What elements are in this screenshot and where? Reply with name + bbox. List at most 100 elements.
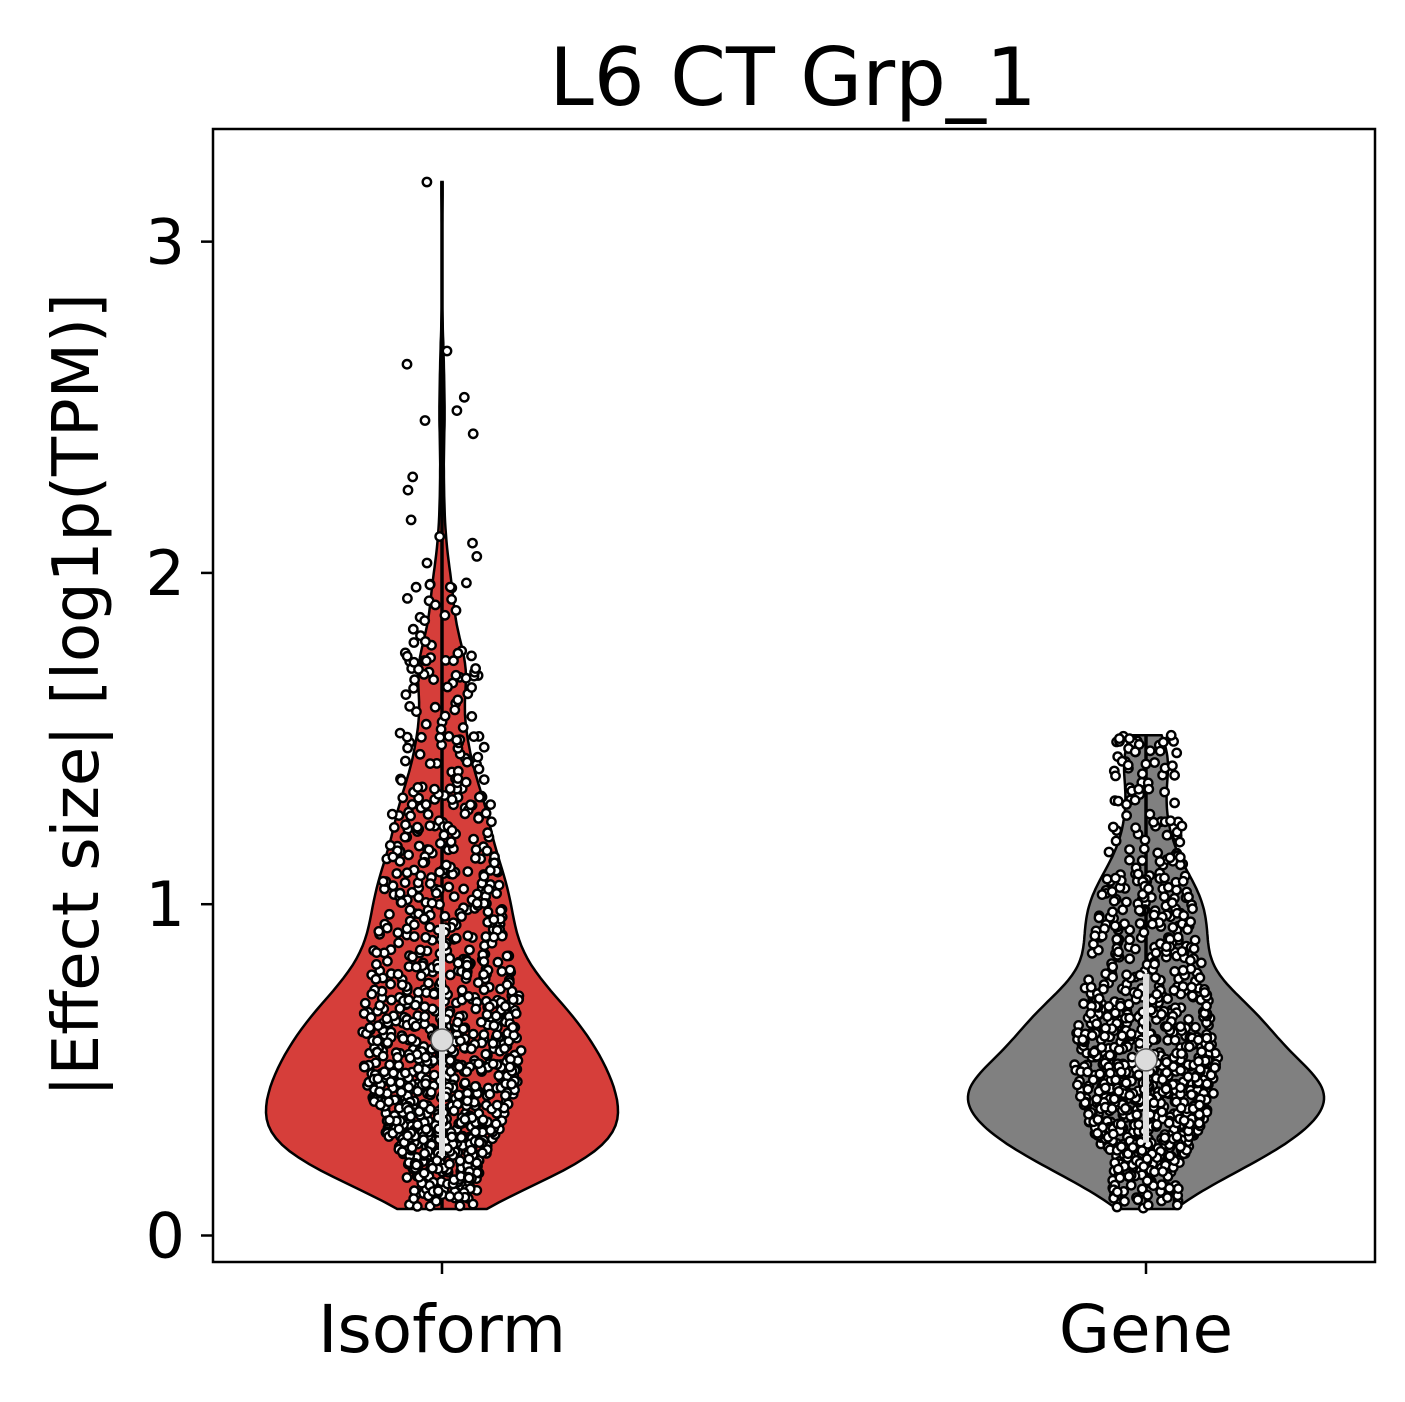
data-point bbox=[1195, 957, 1207, 969]
data-point bbox=[392, 927, 404, 939]
data-point bbox=[1075, 1091, 1086, 1102]
data-point bbox=[423, 977, 434, 989]
data-point bbox=[452, 1016, 463, 1028]
data-point bbox=[412, 986, 424, 998]
data-point bbox=[400, 819, 411, 831]
data-point bbox=[429, 783, 440, 795]
data-point bbox=[459, 808, 471, 820]
data-point bbox=[405, 810, 416, 822]
data-point bbox=[1132, 1194, 1144, 1206]
data-point bbox=[408, 931, 420, 942]
data-point bbox=[488, 914, 500, 925]
data-point bbox=[461, 959, 473, 971]
data-point bbox=[419, 1148, 430, 1159]
data-point bbox=[463, 991, 474, 1002]
data-point bbox=[1169, 1034, 1181, 1046]
data-point bbox=[424, 758, 436, 769]
data-point bbox=[1165, 729, 1177, 741]
data-point bbox=[387, 851, 399, 863]
data-point bbox=[440, 859, 452, 871]
data-point bbox=[491, 1099, 503, 1111]
data-point bbox=[410, 581, 422, 593]
data-point bbox=[485, 816, 497, 828]
data-point bbox=[478, 741, 490, 753]
data-point bbox=[444, 1191, 456, 1202]
data-point bbox=[407, 951, 418, 963]
data-point bbox=[1115, 1119, 1127, 1130]
data-point bbox=[402, 484, 414, 496]
data-point bbox=[1123, 998, 1135, 1010]
data-point bbox=[1165, 815, 1176, 827]
data-point bbox=[1172, 1183, 1184, 1195]
data-point bbox=[392, 1052, 403, 1063]
data-point bbox=[397, 1033, 409, 1045]
data-point bbox=[456, 911, 467, 922]
data-point bbox=[473, 763, 485, 775]
data-point bbox=[415, 970, 427, 982]
data-point bbox=[1120, 1077, 1132, 1089]
data-point bbox=[1174, 851, 1186, 863]
data-point bbox=[1111, 933, 1123, 945]
chart-title: L6 CT Grp_1 bbox=[549, 31, 1037, 124]
data-point bbox=[485, 799, 496, 810]
data-point bbox=[469, 1081, 481, 1092]
data-point bbox=[407, 623, 419, 635]
data-point bbox=[439, 710, 451, 722]
data-point bbox=[1171, 1199, 1183, 1211]
data-point bbox=[446, 594, 457, 605]
data-point bbox=[413, 840, 425, 852]
data-point bbox=[472, 977, 484, 988]
data-point bbox=[471, 897, 483, 909]
data-point bbox=[434, 531, 446, 542]
data-point bbox=[466, 650, 477, 662]
data-point bbox=[1193, 1117, 1205, 1129]
data-point bbox=[385, 1076, 397, 1088]
data-point bbox=[1124, 844, 1135, 855]
data-point bbox=[501, 979, 513, 991]
data-point bbox=[372, 1073, 384, 1085]
y-tick-label: 1 bbox=[146, 868, 185, 941]
data-point bbox=[391, 868, 403, 879]
data-point bbox=[1133, 904, 1145, 916]
data-point bbox=[480, 807, 492, 819]
data-point bbox=[462, 930, 474, 942]
data-point bbox=[473, 813, 484, 824]
data-point bbox=[444, 969, 456, 981]
data-point bbox=[1108, 895, 1120, 907]
data-point bbox=[1172, 931, 1184, 943]
data-point bbox=[421, 557, 433, 569]
data-point bbox=[370, 959, 382, 970]
data-point bbox=[1141, 1175, 1153, 1187]
data-point bbox=[408, 682, 419, 694]
data-point bbox=[470, 663, 481, 674]
data-point bbox=[1194, 972, 1206, 984]
data-point bbox=[1178, 1115, 1190, 1126]
data-point bbox=[446, 824, 458, 836]
data-point bbox=[383, 1096, 395, 1108]
data-point bbox=[1130, 943, 1141, 955]
data-point bbox=[1104, 1067, 1116, 1079]
data-point bbox=[1162, 1192, 1173, 1204]
data-point bbox=[1091, 1018, 1103, 1030]
data-point bbox=[420, 1078, 431, 1090]
data-point bbox=[485, 1125, 496, 1136]
data-point bbox=[1113, 1086, 1125, 1097]
data-point bbox=[1122, 759, 1134, 771]
x-tick-label: Isoform bbox=[318, 1291, 566, 1368]
data-point bbox=[1116, 1141, 1127, 1153]
data-point bbox=[1194, 1099, 1205, 1111]
data-point bbox=[1154, 745, 1166, 757]
data-point bbox=[496, 966, 508, 977]
data-point bbox=[467, 1028, 479, 1040]
data-point bbox=[448, 891, 460, 902]
data-point bbox=[366, 988, 378, 1000]
data-point bbox=[405, 514, 417, 526]
data-point bbox=[460, 672, 472, 684]
data-point bbox=[478, 1029, 490, 1041]
data-point bbox=[1085, 981, 1097, 993]
data-point bbox=[359, 997, 371, 1009]
data-point bbox=[450, 933, 462, 944]
data-point bbox=[504, 964, 516, 976]
data-point bbox=[377, 875, 389, 887]
data-point bbox=[407, 471, 419, 483]
